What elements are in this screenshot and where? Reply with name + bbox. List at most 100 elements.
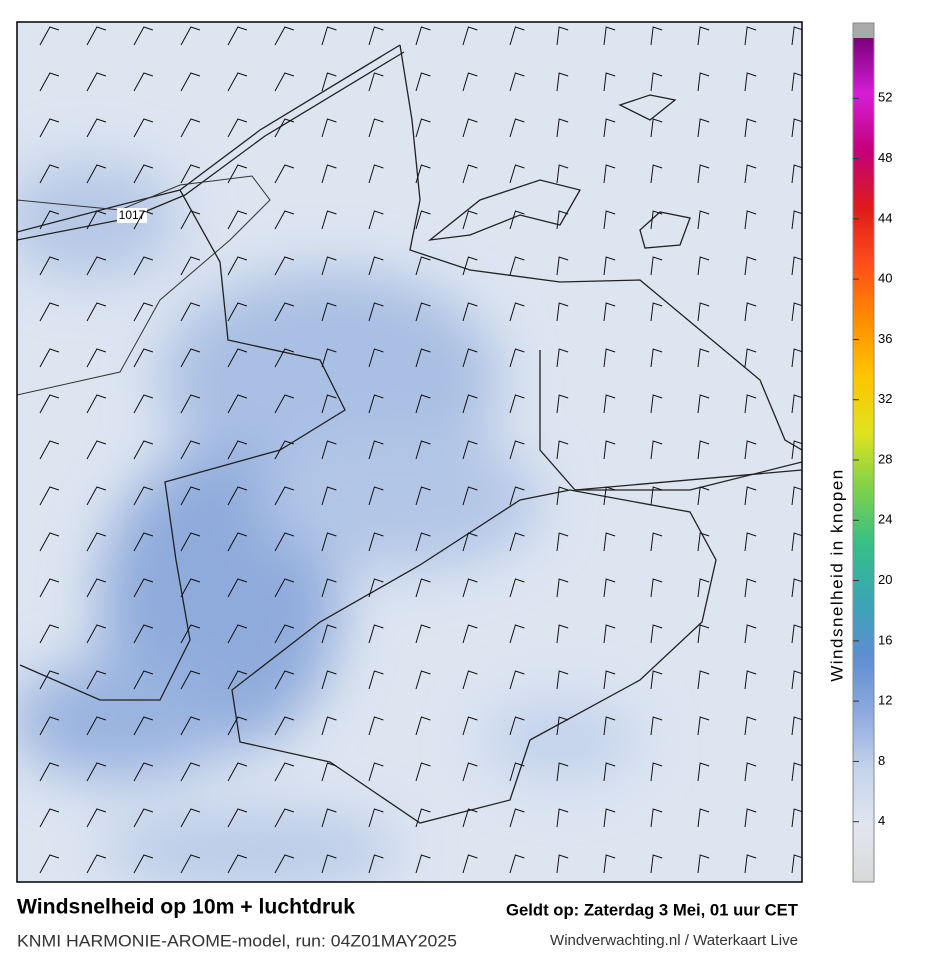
wind-barb [603,716,616,736]
wind-barb [697,394,710,414]
wind-barb [462,440,478,460]
wind-barb [603,26,616,46]
wind-barb [791,624,802,644]
wind-barb [415,624,431,644]
wind-barb [368,118,384,138]
wind-barb [603,762,616,782]
wind-barb [133,762,154,782]
wind-barb [509,808,525,828]
wind-barb [697,486,710,506]
wind-barb [180,26,201,46]
wind-barb [86,118,107,138]
wind-barb [697,256,710,276]
wind-barb [133,440,154,460]
wind-barb [180,578,201,598]
wind-barb [603,440,616,460]
colorbar-ramp [853,38,874,882]
wind-barb [697,808,710,828]
wind-barb [180,716,201,736]
wind-barb [509,854,525,874]
wind-barb [556,854,569,874]
wind-barb [650,532,663,552]
wind-barb [650,808,663,828]
wind-barb [368,302,384,322]
wind-barb [744,440,757,460]
wind-barb [227,440,248,460]
wind-barb [368,532,384,552]
wind-barb [180,624,201,644]
wind-barb [462,256,478,276]
wind-barb [86,854,107,874]
wind-barb [791,302,802,322]
wind-barb [274,486,295,506]
wind-barb [39,394,60,414]
wind-barb [86,440,107,460]
wind-barb [462,72,478,92]
wind-barb [180,808,201,828]
wind-barb [556,26,569,46]
wind-barb [556,624,569,644]
wind-barb [321,670,337,690]
wind-barb [133,854,154,874]
wind-barb [650,256,663,276]
wind-barb [556,302,569,322]
wind-barb [86,532,107,552]
wind-barb [86,808,107,828]
wind-barb [744,716,757,736]
wind-barb [133,532,154,552]
wind-barb [791,670,802,690]
wind-barb [650,578,663,598]
wind-barb [462,348,478,368]
wind-barb [509,210,525,230]
wind-barb [462,716,478,736]
wind-barb [415,210,431,230]
wind-barb [133,578,154,598]
colorbar-tick-label: 48 [878,150,892,165]
wind-barb [227,486,248,506]
wind-barb [39,854,60,874]
wind-barb [180,532,201,552]
wind-barb [133,808,154,828]
wind-barb [509,72,525,92]
wind-barb [227,164,248,184]
wind-barb [227,210,248,230]
wind-barb [791,394,802,414]
wind-barb [415,348,431,368]
wind-barb [462,118,478,138]
wind-barb [744,624,757,644]
wind-barb [603,670,616,690]
colorbar-tick-label: 44 [878,210,892,225]
wind-barb [509,118,525,138]
isobar [17,175,271,396]
wind-barb [697,118,710,138]
wind-barb [650,26,663,46]
wind-barb [415,532,431,552]
wind-barb [650,210,663,230]
wind-barb [744,118,757,138]
wind-barb [744,854,757,874]
wind-barb [650,118,663,138]
wind-barb [180,118,201,138]
wind-barb [556,486,569,506]
wind-barb [321,26,337,46]
wind-barb [180,670,201,690]
credit[interactable]: Windverwachting.nl / Waterkaart Live [550,932,798,949]
wind-barb [744,164,757,184]
wind-barb [227,808,248,828]
wind-barb [321,302,337,322]
wind-barb [86,394,107,414]
wind-barb [509,624,525,644]
wind-barb [368,394,384,414]
wind-barb [556,532,569,552]
wind-barb [697,72,710,92]
wind-barb [697,624,710,644]
wind-barb [744,808,757,828]
wind-barb [744,670,757,690]
wind-barb [39,210,60,230]
wind-barb [321,256,337,276]
coastline [539,350,802,491]
wind-barb [227,532,248,552]
wind-barb [133,394,154,414]
coastline [19,189,346,701]
wind-barb [274,762,295,782]
